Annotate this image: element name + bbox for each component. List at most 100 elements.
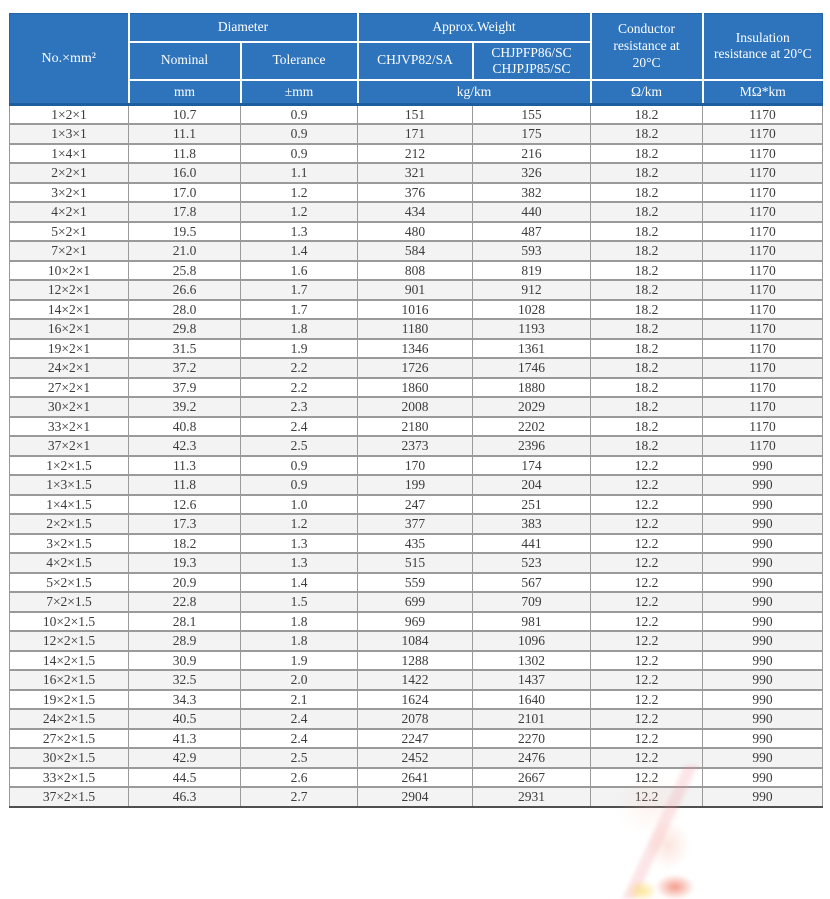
table-cell: 990 [702, 592, 824, 613]
table-cell: 0.9 [239, 455, 359, 477]
table-cell: 37.2 [128, 358, 241, 379]
table-row: 30×2×1.5 42.9 2.5 2452 2476 12.2 990 [9, 748, 824, 769]
table-cell: 990 [702, 689, 824, 711]
table-row: 16×2×1.5 32.5 2.0 1422 1437 12.2 990 [9, 670, 824, 691]
table-cell: 1170 [702, 358, 824, 379]
table-cell: 18.2 [590, 104, 704, 126]
table-cell: 12.2 [590, 670, 704, 691]
table-cell: 17.0 [128, 182, 241, 204]
table-cell: 12.2 [590, 650, 704, 672]
table-cell: 37.9 [128, 377, 241, 399]
table-cell: 12.2 [590, 689, 704, 711]
table-cell: 26.6 [128, 280, 241, 301]
table-cell: 21.0 [128, 241, 241, 262]
table-cell: 18.2 [590, 416, 704, 438]
table-row: 24×2×1.5 40.5 2.4 2078 2101 12.2 990 [9, 709, 824, 730]
unit-diameter-tolerance: ±mm [239, 78, 359, 107]
table-cell: 2641 [357, 767, 474, 789]
table-cell: 30×2×1.5 [9, 748, 129, 769]
col-header-diameter: Diameter [127, 13, 359, 43]
table-cell: 18.2 [590, 124, 704, 145]
table-cell: 434 [357, 202, 474, 223]
table-row: 1×3×1 11.1 0.9 171 175 18.2 1170 [9, 124, 824, 145]
table-cell: 18.2 [590, 377, 704, 399]
table-cell: 10×2×1 [9, 260, 129, 282]
table-row: 27×2×1.5 41.3 2.4 2247 2270 12.2 990 [9, 728, 824, 750]
table-cell: 12.2 [590, 728, 704, 750]
table-cell: 1170 [702, 280, 824, 301]
table-cell: 34.3 [128, 689, 241, 711]
table-cell: 11.3 [128, 455, 241, 477]
table-cell: 24×2×1 [9, 358, 129, 379]
table-cell: 1640 [472, 689, 592, 711]
table-cell: 441 [472, 533, 592, 555]
table-cell: 1180 [357, 319, 474, 340]
table-cell: 3×2×1 [9, 182, 129, 204]
table-cell: 39.2 [128, 397, 241, 418]
table-cell: 2180 [357, 416, 474, 438]
table-cell: 10.7 [128, 104, 241, 126]
table-row: 14×2×1 28.0 1.7 1016 1028 18.2 1170 [9, 299, 824, 321]
table-cell: 30×2×1 [9, 397, 129, 418]
table-cell: 1170 [702, 202, 824, 223]
table-cell: 5×2×1.5 [9, 572, 129, 594]
table-cell: 1.7 [239, 280, 359, 301]
table-cell: 523 [472, 553, 592, 574]
table-row: 4×2×1 17.8 1.2 434 440 18.2 1170 [9, 202, 824, 223]
table-cell: 990 [702, 650, 824, 672]
col-header-model-b-line1: CHJPFP86/SC [491, 44, 572, 60]
table-cell: 969 [357, 611, 474, 633]
table-row: 19×2×1.5 34.3 2.1 1624 1640 12.2 990 [9, 689, 824, 711]
table-cell: 14×2×1 [9, 299, 129, 321]
table-cell: 1170 [702, 260, 824, 282]
table-cell: 12.2 [590, 475, 704, 496]
table-row: 7×2×1.5 22.8 1.5 699 709 12.2 990 [9, 592, 824, 613]
table-row: 37×2×1.5 46.3 2.7 2904 2931 12.2 990 [9, 787, 824, 808]
table-cell: 18.2 [590, 397, 704, 418]
table-cell: 1016 [357, 299, 474, 321]
table-cell: 1.4 [239, 572, 359, 594]
col-header-conductor-resistance: Conductor resistance at 20°C [589, 12, 704, 81]
table-cell: 1170 [702, 124, 824, 145]
table-cell: 33×2×1.5 [9, 767, 129, 789]
col-header-model-a: CHJVP82/SA [356, 40, 474, 81]
table-cell: 12.2 [590, 592, 704, 613]
table-cell: 12.2 [590, 787, 704, 808]
table-cell: 2904 [357, 787, 474, 808]
table-cell: 1.3 [239, 553, 359, 574]
table-cell: 0.9 [239, 104, 359, 126]
table-cell: 593 [472, 241, 592, 262]
table-row: 4×2×1.5 19.3 1.3 515 523 12.2 990 [9, 553, 824, 574]
table-cell: 40.5 [128, 709, 241, 730]
table-cell: 33×2×1 [9, 416, 129, 438]
table-cell: 11.8 [128, 475, 241, 496]
table-cell: 1.4 [239, 241, 359, 262]
table-cell: 155 [472, 104, 592, 126]
table-cell: 1170 [702, 397, 824, 418]
table-cell: 212 [357, 143, 474, 165]
table-cell: 1170 [702, 436, 824, 457]
table-cell: 990 [702, 533, 824, 555]
table-cell: 435 [357, 533, 474, 555]
table-cell: 2270 [472, 728, 592, 750]
table-header: No.×mm² Diameter Approx.Weight Conductor… [9, 12, 824, 107]
table-cell: 990 [702, 475, 824, 496]
table-cell: 18.2 [590, 319, 704, 340]
col-header-insulation-resistance: Insulation resistance at 20°C [701, 12, 824, 81]
table-row: 5×2×1 19.5 1.3 480 487 18.2 1170 [9, 221, 824, 243]
table-cell: 1×4×1.5 [9, 494, 129, 516]
table-cell: 2.2 [239, 377, 359, 399]
table-cell: 1170 [702, 143, 824, 165]
table-row: 24×2×1 37.2 2.2 1726 1746 18.2 1170 [9, 358, 824, 379]
table-cell: 1.8 [239, 631, 359, 652]
cable-spec-table: No.×mm² Diameter Approx.Weight Conductor… [9, 12, 824, 808]
table-cell: 19×2×1 [9, 338, 129, 360]
table-cell: 901 [357, 280, 474, 301]
col-header-tolerance: Tolerance [239, 40, 359, 81]
table-cell: 2.2 [239, 358, 359, 379]
table-cell: 18.2 [590, 241, 704, 262]
table-cell: 171 [357, 124, 474, 145]
table-cell: 1×3×1.5 [9, 475, 129, 496]
table-cell: 1624 [357, 689, 474, 711]
table-cell: 1302 [472, 650, 592, 672]
